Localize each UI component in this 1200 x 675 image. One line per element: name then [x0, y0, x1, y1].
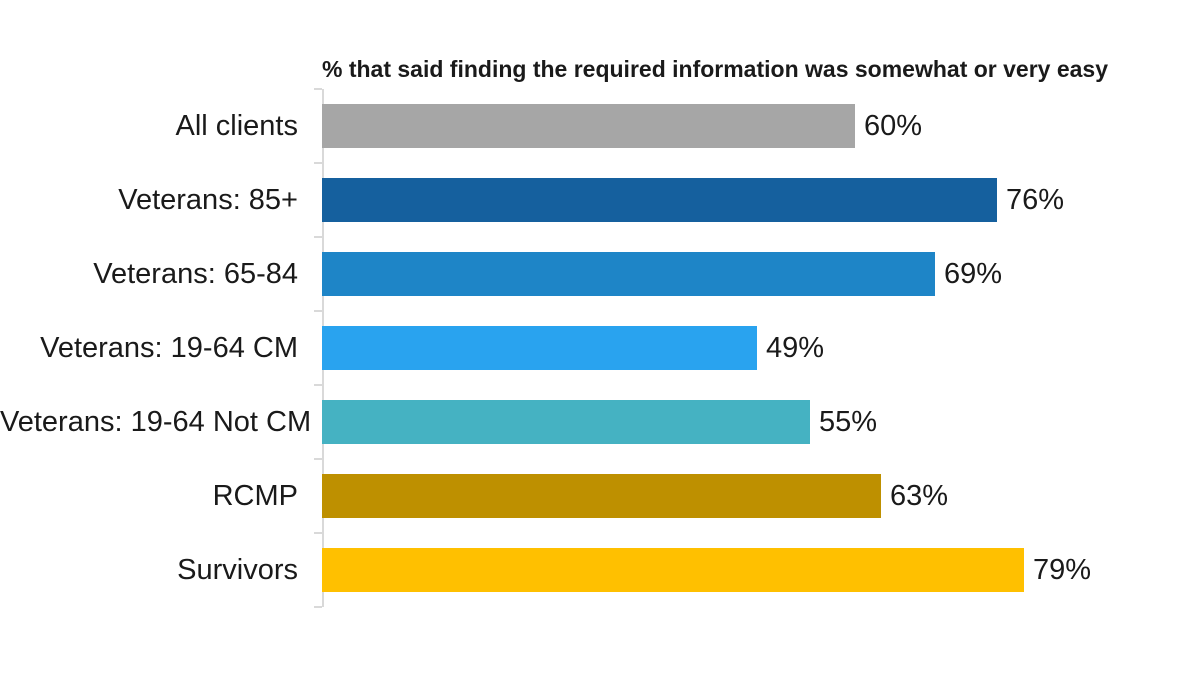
- bar-track: 69%: [322, 237, 1200, 311]
- plot-area: All clients 60% Veterans: 85+ 76% Vetera…: [0, 89, 1200, 607]
- bar-row: Veterans: 19-64 Not CM 55%: [0, 385, 1200, 459]
- chart-title: % that said finding the required informa…: [322, 56, 1109, 82]
- bar: [322, 104, 855, 148]
- bar: [322, 548, 1024, 592]
- value-label: 63%: [890, 479, 949, 512]
- axis-tick: [314, 88, 322, 90]
- bar: [322, 400, 810, 444]
- bar-track: 79%: [322, 533, 1200, 607]
- axis-tick: [314, 606, 322, 608]
- axis-tick: [314, 458, 322, 460]
- bar-row: Veterans: 19-64 CM 49%: [0, 311, 1200, 385]
- bar: [322, 474, 881, 518]
- value-label: 49%: [766, 331, 825, 364]
- bar-track: 76%: [322, 163, 1200, 237]
- category-label: Veterans: 19-64 Not CM: [0, 405, 312, 438]
- value-label: 69%: [944, 257, 1003, 290]
- category-label: Survivors: [177, 553, 298, 586]
- category-label: Veterans: 85+: [118, 183, 298, 216]
- bar: [322, 252, 935, 296]
- bar-track: 63%: [322, 459, 1200, 533]
- axis-tick: [314, 384, 322, 386]
- axis-tick: [314, 532, 322, 534]
- category-label: Veterans: 65-84: [93, 257, 298, 290]
- bar-row: Veterans: 85+ 76%: [0, 163, 1200, 237]
- bar-row: All clients 60%: [0, 89, 1200, 163]
- axis-tick: [314, 236, 322, 238]
- bar-track: 60%: [322, 89, 1200, 163]
- category-label: Veterans: 19-64 CM: [40, 331, 298, 364]
- bar-track: 49%: [322, 311, 1200, 385]
- axis-tick: [314, 310, 322, 312]
- axis-tick: [314, 162, 322, 164]
- bar-row: Survivors 79%: [0, 533, 1200, 607]
- value-label: 79%: [1033, 553, 1092, 586]
- bar: [322, 178, 997, 222]
- category-label: All clients: [175, 109, 299, 142]
- bar-row: Veterans: 65-84 69%: [0, 237, 1200, 311]
- value-label: 60%: [864, 109, 923, 142]
- value-label: 55%: [819, 405, 878, 438]
- bar-track: 55%: [322, 385, 1200, 459]
- value-label: 76%: [1006, 183, 1065, 216]
- category-label: RCMP: [212, 479, 298, 512]
- bar-row: RCMP 63%: [0, 459, 1200, 533]
- bar: [322, 326, 757, 370]
